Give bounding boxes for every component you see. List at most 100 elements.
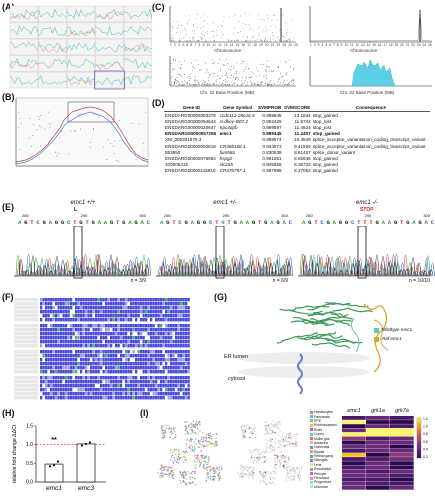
alignment-cell	[45, 298, 48, 302]
manhattan-point	[240, 31, 241, 32]
cell-point	[272, 477, 274, 479]
heatmap-cell	[342, 485, 366, 490]
alignment-cell	[155, 328, 158, 332]
chr22-point	[228, 84, 230, 86]
chr-tick-row-left: 1 2 3 4 5 6 7 8 9 10 11 12 13 14 15 16 17 18 19 20 21 22 23 24 2…	[170, 43, 298, 47]
alignment-cell	[60, 370, 63, 374]
alignment-cell	[112, 370, 115, 374]
alignment-cell	[160, 310, 163, 314]
cell-point	[207, 440, 209, 442]
cell-point	[182, 455, 185, 458]
alignment-cell	[132, 384, 135, 388]
alignment-cell	[182, 350, 185, 354]
mini-plot	[9, 38, 39, 56]
alignment-cell	[145, 376, 148, 380]
cell-point	[171, 475, 173, 477]
alignment-cell	[100, 350, 103, 354]
alignment-cell	[70, 392, 73, 396]
alignment-cell	[170, 350, 173, 354]
alignment-cell	[67, 324, 70, 328]
alignment-cell	[147, 324, 150, 328]
alignment-cell	[92, 332, 95, 336]
alignment-cell	[162, 380, 165, 384]
cluster-legend-item: Progenitors	[310, 480, 340, 484]
heatmap-cell	[366, 469, 390, 474]
chromosome-tick: 24	[288, 43, 292, 47]
alignment-cell	[57, 314, 60, 318]
chr22-point	[256, 67, 258, 69]
alignment-cell	[55, 354, 58, 358]
scatter-point	[89, 146, 91, 148]
cell-point	[289, 469, 291, 471]
cell-point	[178, 450, 180, 452]
alignment-cell	[92, 366, 95, 370]
alignment-cell	[55, 318, 58, 322]
scatter-point	[98, 116, 100, 118]
cell-point	[271, 448, 273, 450]
alignment-cell	[142, 362, 145, 366]
cell-point	[256, 461, 258, 463]
alignment-cell	[107, 358, 110, 362]
alignment-cell	[122, 396, 125, 400]
alignment-cell	[165, 302, 168, 306]
alignment-cell	[125, 328, 128, 332]
alignment-cell	[45, 310, 48, 314]
cell-point	[194, 470, 196, 472]
cell-point	[244, 473, 246, 475]
alignment-cell	[72, 376, 75, 380]
chr22-point	[219, 78, 221, 79]
alignment-cell	[115, 298, 118, 302]
alignment-cell	[60, 314, 63, 318]
cell-point	[252, 438, 254, 440]
cell-point	[189, 478, 192, 481]
cell-point	[165, 427, 168, 429]
position-label: 300	[139, 213, 146, 218]
chr22-point	[284, 79, 285, 81]
cell-point	[215, 437, 217, 439]
colorbar-tick: 0.2	[423, 455, 428, 459]
alignment-cell	[82, 376, 85, 380]
alignment-cell	[82, 384, 85, 388]
alignment-cell	[90, 298, 93, 302]
panel-a-label: (A)	[2, 2, 15, 12]
alignment-cell	[100, 306, 103, 310]
alignment-cell	[67, 392, 70, 396]
mini-plot	[38, 71, 67, 89]
alignment-cell	[180, 314, 183, 318]
alignment-cell	[112, 324, 115, 328]
alignment-cell	[47, 392, 50, 396]
alignment-cell	[140, 358, 143, 362]
cell-point	[283, 460, 285, 462]
alignment-cell	[132, 340, 135, 344]
cluster-legend-item: Microglia	[310, 458, 340, 462]
scatter-point	[38, 125, 40, 127]
chr22-point	[288, 83, 289, 85]
cell-point	[164, 436, 167, 438]
alignment-cell	[77, 318, 80, 322]
cell-point	[188, 473, 191, 475]
manhattan-point	[288, 38, 290, 40]
position-label: 280	[22, 213, 29, 218]
y-axis-label: relative fold change ΔΔCt	[12, 424, 18, 483]
alignment-cell	[187, 298, 190, 302]
alignment-cell	[122, 328, 125, 332]
chr22-point	[215, 81, 217, 83]
alignment-cell	[117, 328, 120, 332]
alignment-cell	[95, 306, 98, 310]
table-cell: 0.989845	[262, 112, 282, 118]
alignment-cell	[152, 376, 155, 380]
cell-point	[209, 475, 212, 478]
alignment-cell	[150, 392, 153, 396]
manhattan-point	[286, 32, 287, 34]
alignment-cell	[160, 318, 163, 322]
cell-point	[176, 461, 178, 463]
chr22-point	[213, 73, 215, 75]
manhattan-point	[250, 38, 251, 40]
manhattan-point	[247, 40, 249, 42]
alignment-cell	[72, 298, 75, 302]
alignment-cell	[150, 318, 153, 322]
alignment-cell	[165, 344, 168, 348]
cell-point	[287, 466, 289, 468]
alignment-cell	[115, 388, 118, 392]
alignment-cell	[162, 370, 165, 374]
